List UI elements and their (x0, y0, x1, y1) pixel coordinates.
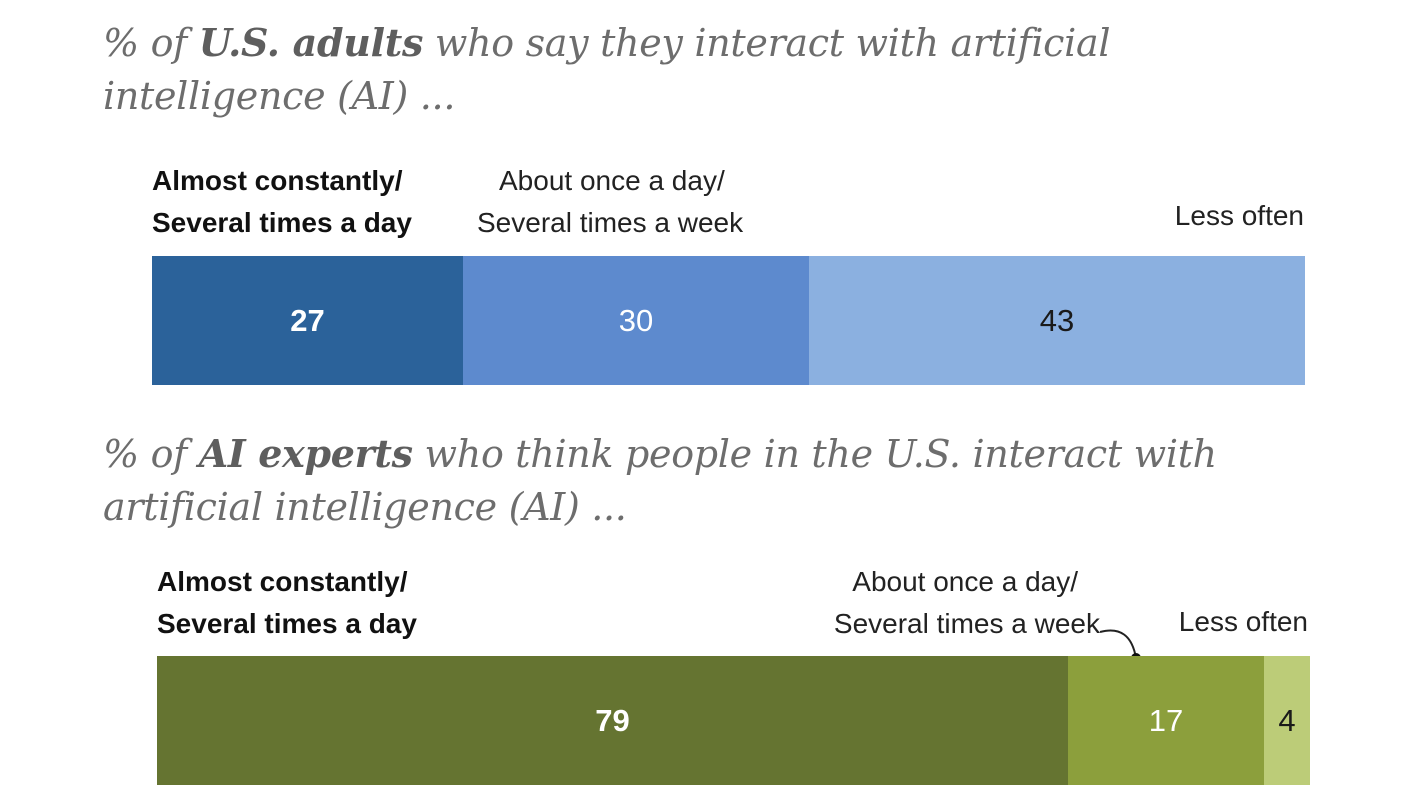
stacked-bar: 79 17 4 (157, 656, 1310, 785)
title-line1-rest: who say they interact with artificial (423, 21, 1111, 65)
stacked-bar: 27 30 43 (152, 256, 1305, 385)
value-label: 43 (1039, 303, 1075, 338)
segment-daily (463, 256, 809, 385)
category-label-line: About once a day/ (852, 566, 1078, 597)
chart-title: % of U.S. adults who say they interact w… (103, 16, 1111, 123)
segment-less-often (809, 256, 1305, 385)
title-bold-subject: U.S. adults (198, 20, 424, 65)
category-label-line: Several times a day (152, 207, 412, 238)
title-line2: intelligence (AI) ... (103, 74, 456, 118)
title-line1-rest: who think people in the U.S. interact wi… (412, 432, 1218, 476)
title-line2: artificial intelligence (AI) ... (103, 485, 627, 529)
segment-constantly (157, 656, 1068, 785)
ai-experts-chart: % of AI experts who think people in the … (0, 404, 1416, 808)
category-label-daily: About once a day/ Several times a week (834, 561, 1100, 645)
value-label: 79 (595, 703, 630, 738)
title-prefix: % of (103, 432, 199, 476)
segment-less-often (1264, 656, 1310, 785)
segment-daily (1068, 656, 1264, 785)
title-bold-subject: AI experts (198, 431, 413, 476)
category-label-line: Almost constantly/ (152, 165, 403, 196)
value-label: 17 (1148, 703, 1184, 738)
category-label-line: Less often (1174, 200, 1304, 231)
us-adults-chart: % of U.S. adults who say they interact w… (103, 16, 1305, 385)
category-label-line: Several times a week (477, 207, 744, 238)
category-label-line: Less often (1178, 606, 1308, 637)
segment-constantly (152, 256, 463, 385)
value-label: 27 (290, 303, 325, 338)
category-label-line: Several times a day (157, 608, 417, 639)
category-label-daily: About once a day/ Several times a week (477, 160, 743, 244)
category-label-line: Almost constantly/ (157, 566, 408, 597)
category-label-line: About once a day/ (499, 165, 725, 196)
title-prefix: % of (103, 21, 199, 65)
category-label-less-often: Less often (1175, 195, 1304, 237)
category-label-line: Several times a week (833, 608, 1100, 639)
category-label-less-often: Less often (1179, 601, 1308, 643)
chart-title: % of AI experts who think people in the … (103, 427, 1217, 534)
value-label: 30 (618, 303, 654, 338)
value-label: 4 (1278, 703, 1296, 738)
category-label-constantly: Almost constantly/ Several times a day (157, 561, 417, 645)
category-label-constantly: Almost constantly/ Several times a day (152, 160, 412, 244)
